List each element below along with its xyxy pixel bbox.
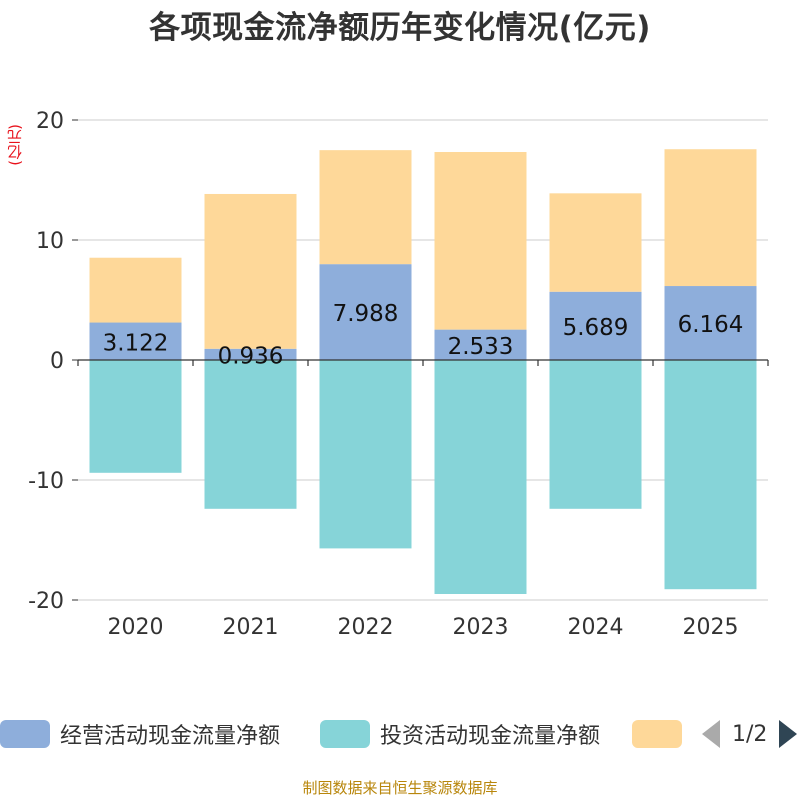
legend-label-investing: 投资活动现金流量净额 <box>380 724 601 749</box>
x-tick-label-2022: 2022 <box>338 615 394 640</box>
bar-financing-2022 <box>319 150 412 265</box>
bar-operating-2022 <box>319 264 412 360</box>
legend-swatch-investing <box>320 720 370 748</box>
x-tick-label-2025: 2025 <box>683 615 739 640</box>
y-tick-label: 20 <box>36 109 64 134</box>
legend-item-operating[interactable]: 经营活动现金流量净额 <box>0 714 280 754</box>
legend-pager: 1/2 <box>702 714 798 754</box>
bar-operating-2021 <box>204 348 297 360</box>
y-tick-label: -20 <box>28 589 64 614</box>
bar-investing-2024 <box>549 360 642 509</box>
legend-page-indicator: 1/2 <box>732 721 768 747</box>
data-label-operating-2022: 7.988 <box>333 301 399 327</box>
x-tick-label-2020: 2020 <box>108 615 164 640</box>
bar-operating-2025 <box>664 286 757 360</box>
legend-label-operating: 经营活动现金流量净额 <box>60 724 281 749</box>
bar-financing-2023 <box>434 152 527 330</box>
bar-operating-2024 <box>549 291 642 360</box>
bar-investing-2025 <box>664 360 757 590</box>
data-label-operating-2023: 2.533 <box>448 334 514 360</box>
legend-swatch-financing <box>632 720 682 748</box>
legend-item-financing[interactable] <box>632 714 692 754</box>
data-source-note: 制图数据来自恒生聚源数据库 <box>302 779 498 797</box>
bar-operating-2023 <box>434 329 527 360</box>
data-label-operating-2021: 0.936 <box>218 343 284 369</box>
legend-item-investing[interactable]: 投资活动现金流量净额 <box>320 714 600 754</box>
x-tick-label-2024: 2024 <box>568 615 624 640</box>
legend-next-page-icon[interactable] <box>779 720 798 748</box>
y-tick-label: -10 <box>28 469 64 494</box>
legend: 经营活动现金流量净额 投资活动现金流量净额 1/2 <box>0 714 800 754</box>
y-tick-label: 0 <box>50 349 64 374</box>
data-label-operating-2020: 3.122 <box>103 330 169 356</box>
data-label-operating-2024: 5.689 <box>563 315 629 341</box>
y-tick-label: 10 <box>36 229 64 254</box>
bar-investing-2022 <box>319 360 412 549</box>
x-tick-label-2023: 2023 <box>453 615 509 640</box>
bar-investing-2021 <box>204 360 297 509</box>
bar-financing-2025 <box>664 149 757 287</box>
bar-financing-2021 <box>204 193 297 349</box>
legend-prev-page-icon[interactable] <box>702 720 720 748</box>
bar-operating-2020 <box>89 322 182 360</box>
bar-financing-2020 <box>89 257 182 323</box>
chart-title: 各项现金流净额历年变化情况(亿元) <box>149 10 651 46</box>
chart-canvas: 20 10 0 -10 -20 3.122 0.936 7.988 2.533 5.689 6.16… <box>28 109 769 640</box>
data-label-operating-2025: 6.164 <box>678 312 744 338</box>
bar-investing-2023 <box>434 360 527 594</box>
bar-investing-2020 <box>89 360 182 473</box>
bar-financing-2024 <box>549 193 642 292</box>
legend-swatch-operating <box>0 720 50 748</box>
x-tick-label-2021: 2021 <box>223 615 279 640</box>
